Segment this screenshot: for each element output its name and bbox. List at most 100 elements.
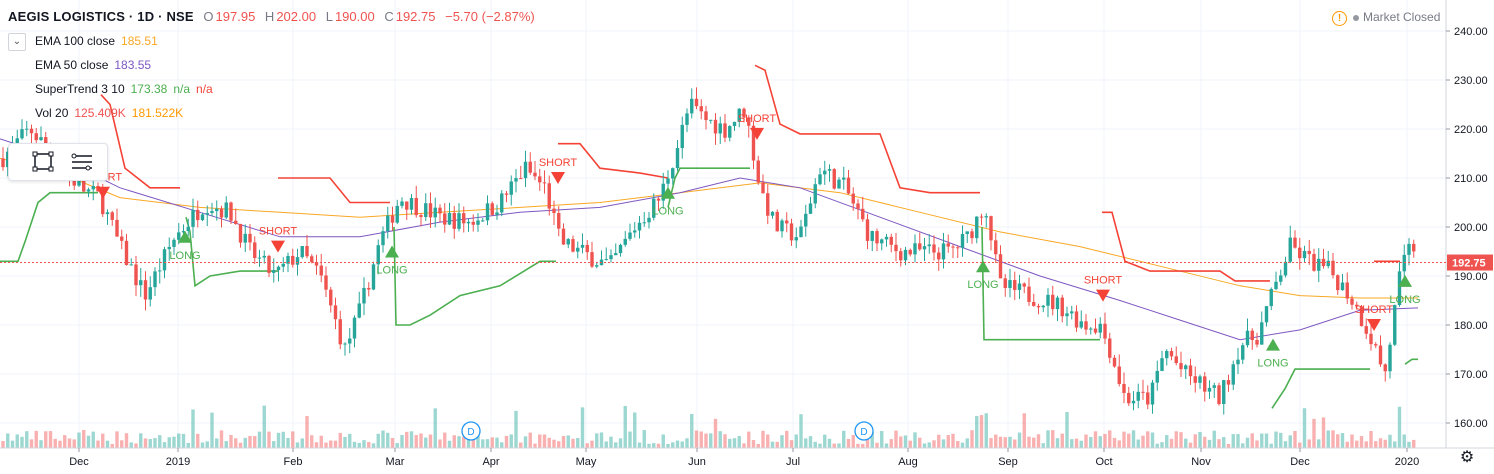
candle-body	[324, 275, 328, 290]
last-price-tag-text: 192.75	[1452, 258, 1486, 270]
volume-bar	[1355, 440, 1359, 448]
long-label: LONG	[652, 206, 683, 218]
volume-bar	[262, 405, 266, 448]
volume-bar	[490, 437, 494, 448]
legend-ema100[interactable]: EMA 100 close 185.51	[35, 34, 158, 48]
legend-volume[interactable]: Vol 20 125.409K 181.522K	[35, 106, 183, 120]
volume-bar	[827, 438, 832, 448]
y-tick-label: 200.00	[1454, 222, 1488, 234]
volume-bar	[352, 441, 357, 448]
volume-bar	[1217, 439, 1221, 448]
volume-bar	[1383, 439, 1387, 448]
candle-body	[452, 212, 456, 229]
volume-bar	[880, 431, 884, 448]
volume-bar	[523, 436, 528, 448]
candle-body	[523, 161, 528, 179]
candle-body	[181, 231, 186, 233]
candle-body	[770, 211, 775, 216]
volume-bar	[6, 433, 10, 448]
candle-body	[908, 249, 912, 255]
low-label: L	[325, 9, 333, 24]
candle-body	[495, 212, 499, 215]
candle-body	[281, 263, 285, 267]
volume-bar	[29, 439, 34, 448]
volume-bar	[224, 441, 228, 448]
volume-bar	[295, 442, 300, 448]
symbol-title[interactable]: AEGIS LOGISTICS · 1D · NSE	[8, 9, 194, 24]
candle-body	[1269, 289, 1273, 307]
candle-body	[680, 124, 684, 149]
volume-bar	[210, 412, 214, 448]
volume-bar	[1302, 408, 1307, 448]
ema-lines	[0, 138, 1419, 341]
volume-bar	[172, 436, 176, 448]
candle-body	[837, 179, 841, 189]
volume-bar	[1051, 430, 1055, 448]
volume-bar	[310, 435, 314, 448]
volume-bar	[400, 435, 404, 448]
candle-body	[946, 243, 950, 247]
volume-bar	[870, 431, 874, 448]
settings-gear-icon[interactable]: ⚙	[1459, 449, 1475, 466]
candle-body	[751, 125, 756, 161]
candle-body	[1226, 380, 1231, 385]
candle-body	[210, 211, 214, 213]
candle-body	[789, 223, 794, 241]
candle-body	[1198, 376, 1202, 383]
volume-bar	[219, 430, 224, 448]
candle-body	[1003, 278, 1007, 288]
volume-bar	[1245, 437, 1250, 448]
volume-bar	[200, 442, 205, 448]
volume-bar	[642, 430, 646, 448]
volume-bar	[424, 437, 428, 448]
volume-bar	[1136, 439, 1140, 448]
volume-bar	[386, 432, 390, 448]
warning-icon[interactable]: !	[1332, 11, 1347, 26]
candle-body	[623, 238, 627, 245]
candle-body	[637, 222, 642, 231]
candle-body	[1036, 305, 1041, 308]
candle-body	[1340, 282, 1345, 291]
candle-body	[813, 184, 817, 204]
candle-body	[338, 319, 342, 345]
chevron-down-icon[interactable]: ⌄	[8, 33, 26, 51]
candle-body	[139, 280, 143, 286]
volume-bar	[1407, 441, 1411, 448]
volume-bar	[376, 433, 380, 448]
candle-body	[1169, 351, 1174, 357]
candle-body	[409, 197, 414, 210]
volume-bar	[1402, 434, 1406, 448]
legend-supertrend[interactable]: SuperTrend 3 10 173.38 n/a n/a	[35, 82, 213, 96]
candle-body	[1393, 305, 1397, 345]
candle-body	[167, 246, 171, 250]
legend-ema50[interactable]: EMA 50 close 183.55	[35, 58, 151, 72]
candle-body	[257, 257, 262, 259]
rectangle-tool-icon[interactable]	[31, 149, 57, 175]
candle-body	[1084, 321, 1088, 330]
candle-body	[1108, 338, 1112, 358]
volume-bar	[191, 409, 195, 448]
candle-body	[243, 233, 247, 243]
volume-bar	[851, 435, 855, 448]
volume-bar	[1364, 441, 1368, 448]
candle-body	[20, 129, 24, 139]
candle-body	[899, 251, 903, 261]
volume-bar	[585, 443, 589, 448]
volume-bar	[1060, 433, 1064, 448]
volume-bar	[927, 442, 931, 448]
volume-bar	[671, 442, 675, 448]
volume-bar	[281, 431, 285, 448]
volume-bar	[72, 439, 76, 448]
lines-tool-icon[interactable]	[69, 149, 95, 175]
volume-bar	[652, 443, 656, 448]
candle-body	[761, 182, 765, 194]
volume-bar	[1388, 434, 1392, 448]
volume-bar	[1013, 439, 1017, 448]
candle-body	[1236, 359, 1240, 365]
long-arrow	[976, 260, 990, 273]
volume-bar	[903, 435, 908, 448]
candle-body	[656, 198, 661, 201]
supertrend-label: SuperTrend 3 10	[35, 82, 125, 96]
candle-body	[224, 202, 228, 218]
